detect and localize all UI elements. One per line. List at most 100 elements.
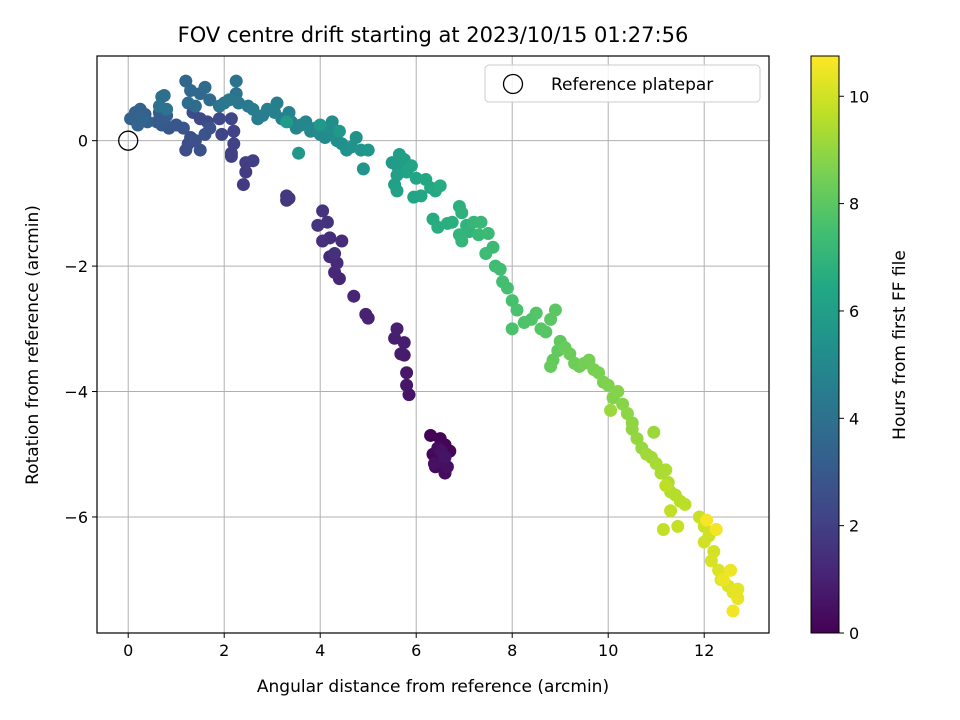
x-tick-label: 10 xyxy=(598,641,618,660)
chart-title: FOV centre drift starting at 2023/10/15 … xyxy=(178,23,689,47)
scatter-point xyxy=(292,146,306,160)
scatter-point xyxy=(349,131,363,145)
scatter-point xyxy=(455,234,469,248)
scatter-point xyxy=(697,535,711,549)
reference-marker xyxy=(118,130,139,151)
scatter-point xyxy=(193,143,207,157)
legend-marker-icon xyxy=(502,73,524,95)
scatter-point xyxy=(215,127,229,141)
x-axis: 0 2 4 6 8 10 12 xyxy=(123,633,714,660)
scatter-point xyxy=(227,137,241,151)
y-tick-label: 0 xyxy=(78,132,88,151)
scatter-points xyxy=(124,74,745,618)
scatter-point xyxy=(445,215,459,229)
scatter-point xyxy=(157,89,171,103)
scatter-point xyxy=(390,322,404,336)
scatter-point xyxy=(414,189,428,203)
scatter-point xyxy=(356,162,370,176)
scatter-point xyxy=(671,519,685,533)
scatter-point xyxy=(438,450,452,464)
colorbar-tick-label: 2 xyxy=(849,517,859,536)
colorbar-tick-label: 6 xyxy=(849,302,859,321)
scatter-point xyxy=(400,378,414,392)
scatter-point xyxy=(246,154,260,168)
grid xyxy=(97,56,769,633)
scatter-point xyxy=(313,118,327,132)
scatter-point xyxy=(212,112,226,126)
scatter-point xyxy=(335,234,349,248)
scatter-point xyxy=(239,165,253,179)
x-tick-label: 4 xyxy=(315,641,325,660)
scatter-point xyxy=(433,179,447,193)
scatter-point xyxy=(731,592,745,606)
scatter-point xyxy=(181,96,195,110)
scatter-point xyxy=(529,306,543,320)
scatter-point xyxy=(474,215,488,229)
y-axis-label: Rotation from reference (arcmin) xyxy=(23,205,43,485)
scatter-point xyxy=(311,218,325,232)
x-axis-label: Angular distance from reference (arcmin) xyxy=(257,677,609,697)
scatter-point xyxy=(505,322,519,336)
scatter-point xyxy=(394,347,408,361)
colorbar-label: Hours from first FF file xyxy=(890,250,910,440)
scatter-point xyxy=(160,102,174,116)
scatter-point xyxy=(347,289,361,303)
colorbar-tick-label: 0 xyxy=(849,624,859,643)
y-axis: 0 −2 −4 −6 xyxy=(64,132,97,527)
scatter-point xyxy=(656,523,670,537)
reference-marker-layer xyxy=(118,130,139,151)
scatter-point xyxy=(359,307,373,321)
scatter-point xyxy=(647,425,661,439)
legend-label: Reference platepar xyxy=(551,75,713,95)
scatter-point xyxy=(280,115,294,129)
scatter-point xyxy=(224,112,238,126)
scatter-point xyxy=(678,497,692,511)
y-tick-label: −2 xyxy=(64,257,88,276)
scatter-point xyxy=(361,143,375,157)
scatter-point xyxy=(427,457,441,471)
scatter-point xyxy=(227,124,241,138)
legend: Reference platepar xyxy=(484,64,761,103)
scatter-point xyxy=(664,504,678,518)
x-tick-label: 8 xyxy=(507,641,517,660)
scatter-point xyxy=(236,178,250,192)
plot-background xyxy=(97,56,769,633)
scatter-point xyxy=(390,184,404,198)
legend-box xyxy=(484,64,761,103)
scatter-point xyxy=(611,385,625,399)
scatter-point xyxy=(544,359,558,373)
scatter-point xyxy=(409,171,423,185)
scatter-point xyxy=(136,112,150,126)
scatter-point xyxy=(659,479,673,493)
scatter-point xyxy=(479,247,493,261)
scatter-point xyxy=(472,228,486,242)
scatter-point xyxy=(316,204,330,218)
y-tick-label: −4 xyxy=(64,383,88,402)
scatter-point xyxy=(316,234,330,248)
scatter-point xyxy=(198,80,212,94)
scatter-point xyxy=(539,325,553,339)
colorbar-tick-label: 4 xyxy=(849,409,859,428)
scatter-point xyxy=(500,281,514,295)
scatter-point xyxy=(203,121,217,135)
scatter-point xyxy=(481,226,495,240)
scatter-point xyxy=(203,93,217,107)
scatter-point xyxy=(510,303,524,317)
scatter-point xyxy=(493,262,507,276)
scatter-point xyxy=(280,189,294,203)
y-tick-label: −6 xyxy=(64,508,88,527)
scatter-point xyxy=(604,403,618,417)
x-tick-label: 2 xyxy=(219,641,229,660)
scatter-point xyxy=(659,463,673,477)
colorbar-tick-label: 10 xyxy=(849,87,869,106)
plot-frame xyxy=(96,55,770,634)
scatter-point xyxy=(325,115,339,129)
scatter-point xyxy=(731,582,745,596)
scatter-point xyxy=(400,366,414,380)
scatter-point xyxy=(724,563,738,577)
scatter-point xyxy=(229,74,243,88)
scatter-point xyxy=(404,159,418,173)
scatter-point xyxy=(179,143,193,157)
scatter-point xyxy=(700,513,714,527)
